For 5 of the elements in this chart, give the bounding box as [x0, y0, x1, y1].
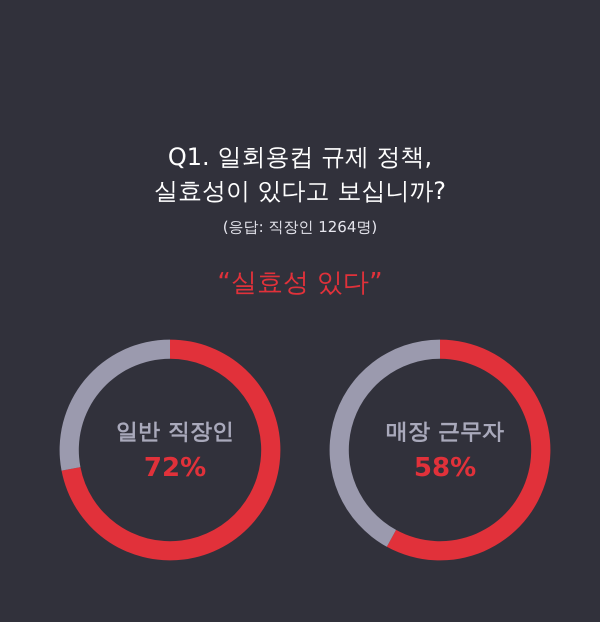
text: “실효성 있다”: [216, 267, 384, 300]
text: Q1. 일회용컵 규제 정책, 실효성이 있다고 보십니까?: [153, 142, 447, 207]
text: (응답: 직장인 1264명): [222, 218, 378, 237]
text: 일반 직장인 72%: [116, 420, 234, 483]
text: 매장 근무자 58%: [386, 420, 504, 483]
